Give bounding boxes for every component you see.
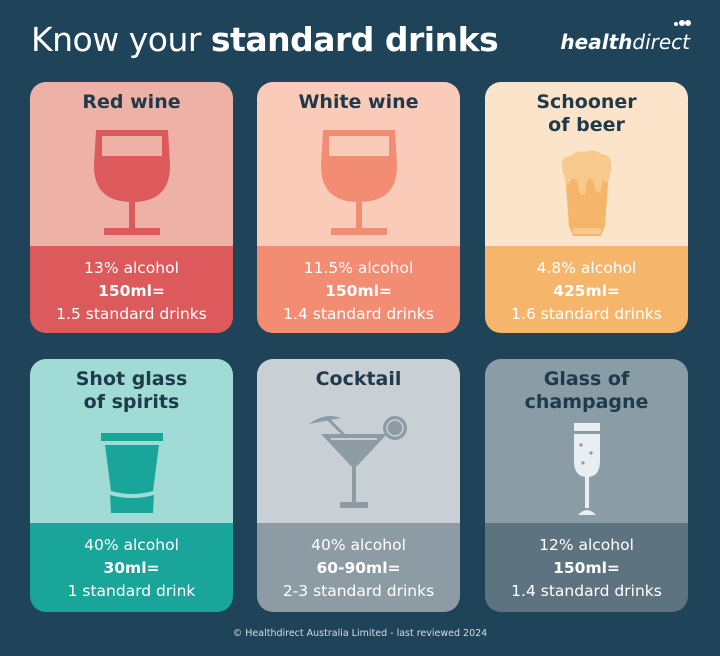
card-title: Red wine bbox=[82, 91, 181, 113]
standard-drinks: 1 standard drink bbox=[67, 582, 196, 600]
card-title: White wine bbox=[298, 91, 419, 113]
volume: 150ml= bbox=[325, 282, 392, 300]
red-wine-glass-icon bbox=[93, 130, 170, 235]
volume: 150ml= bbox=[98, 282, 165, 300]
volume: 150ml= bbox=[553, 559, 620, 577]
standard-drinks: 1.5 standard drinks bbox=[56, 305, 207, 323]
card-title: Glass of champagne bbox=[524, 368, 649, 413]
alcohol-percent: 12% alcohol bbox=[539, 536, 634, 554]
alcohol-percent: 4.8% alcohol bbox=[536, 259, 637, 277]
white-wine-glass-icon bbox=[320, 130, 397, 235]
title-regular: Know your bbox=[31, 20, 211, 59]
volume: 60-90ml= bbox=[316, 559, 401, 577]
champagne-flute-icon bbox=[573, 423, 600, 515]
title-bold: standard drinks bbox=[210, 20, 499, 59]
logo-dots-icon bbox=[674, 20, 691, 26]
card-title: Cocktail bbox=[315, 368, 402, 390]
logo-regular: direct bbox=[632, 30, 690, 54]
card-red-wine: Red wine 13% alcohol 150ml= 1.5 standard d… bbox=[30, 82, 233, 333]
card-glass-of-champagne: Glass of champagne 12% alcohol 150ml= 1.4 s… bbox=[485, 359, 688, 612]
card-title: Shot glass of spirits bbox=[75, 368, 188, 413]
volume: 30ml= bbox=[103, 559, 160, 577]
page-title: Know your standard drinks bbox=[31, 20, 499, 59]
cocktail-glass-icon bbox=[308, 416, 407, 508]
volume: 425ml= bbox=[553, 282, 620, 300]
card-white-wine: White wine 11.5% alcohol 150ml= 1.4 standa… bbox=[257, 82, 460, 333]
alcohol-percent: 40% alcohol bbox=[311, 536, 406, 554]
card-cocktail: Cocktail 40% alcohol 60-90ml= 2-3 standard… bbox=[257, 359, 460, 612]
card-title: Schooner of beer bbox=[536, 91, 637, 136]
standard-drinks: 1.6 standard drinks bbox=[511, 305, 662, 323]
copyright-footer: © Healthdirect Australia Limited - last … bbox=[232, 628, 488, 639]
card-shot-glass-of-spirits: Shot glass of spirits 40% alcohol 30ml= 1 s… bbox=[30, 359, 233, 612]
standard-drinks: 1.4 standard drinks bbox=[511, 582, 662, 600]
healthdirect-logo: healthdirect bbox=[560, 20, 691, 54]
standard-drinks: 1.4 standard drinks bbox=[283, 305, 434, 323]
card-schooner-of-beer: Schooner of beer 4.8% alcohol 425ml= 1.6 st… bbox=[485, 82, 688, 333]
standard-drinks: 2-3 standard drinks bbox=[282, 582, 435, 600]
shot-glass-icon bbox=[100, 433, 163, 513]
beer-glass-icon bbox=[561, 150, 611, 236]
alcohol-percent: 11.5% alcohol bbox=[303, 259, 414, 277]
alcohol-percent: 13% alcohol bbox=[84, 259, 179, 277]
logo-bold: health bbox=[560, 30, 633, 54]
alcohol-percent: 40% alcohol bbox=[84, 536, 179, 554]
